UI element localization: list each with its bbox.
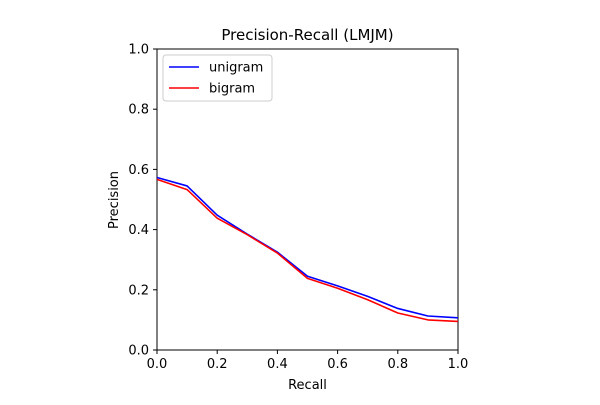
x-axis-title: Recall bbox=[288, 378, 327, 393]
series-layer bbox=[156, 176, 459, 323]
series-line-bigram bbox=[156, 178, 459, 323]
y-tick-label: 0.4 bbox=[128, 223, 149, 238]
x-tick-label: 0.6 bbox=[327, 357, 348, 372]
y-axis: 0.0 0.2 0.4 0.6 0.8 1.0 bbox=[128, 43, 157, 359]
series-line-unigram bbox=[156, 176, 459, 319]
legend-label-unigram: unigram bbox=[209, 61, 263, 76]
y-tick-label: 0.2 bbox=[128, 283, 149, 298]
y-axis-title: Precision bbox=[107, 171, 122, 229]
x-tick-label: 1.0 bbox=[448, 357, 469, 372]
x-axis: 0.0 0.2 0.4 0.6 0.8 1.0 bbox=[147, 350, 469, 372]
chart-title: Precision-Recall (LMJM) bbox=[221, 26, 393, 44]
y-tick-label: 0.0 bbox=[128, 344, 149, 359]
y-tick-label: 0.8 bbox=[128, 103, 149, 118]
y-tick-label: 1.0 bbox=[128, 43, 149, 58]
legend: unigram bigram bbox=[162, 54, 273, 102]
legend-label-bigram: bigram bbox=[209, 82, 255, 97]
y-tick-label: 0.6 bbox=[128, 163, 149, 178]
x-tick-label: 0.0 bbox=[147, 357, 168, 372]
x-tick-label: 0.8 bbox=[387, 357, 408, 372]
x-tick-label: 0.2 bbox=[207, 357, 228, 372]
x-tick-label: 0.4 bbox=[267, 357, 288, 372]
